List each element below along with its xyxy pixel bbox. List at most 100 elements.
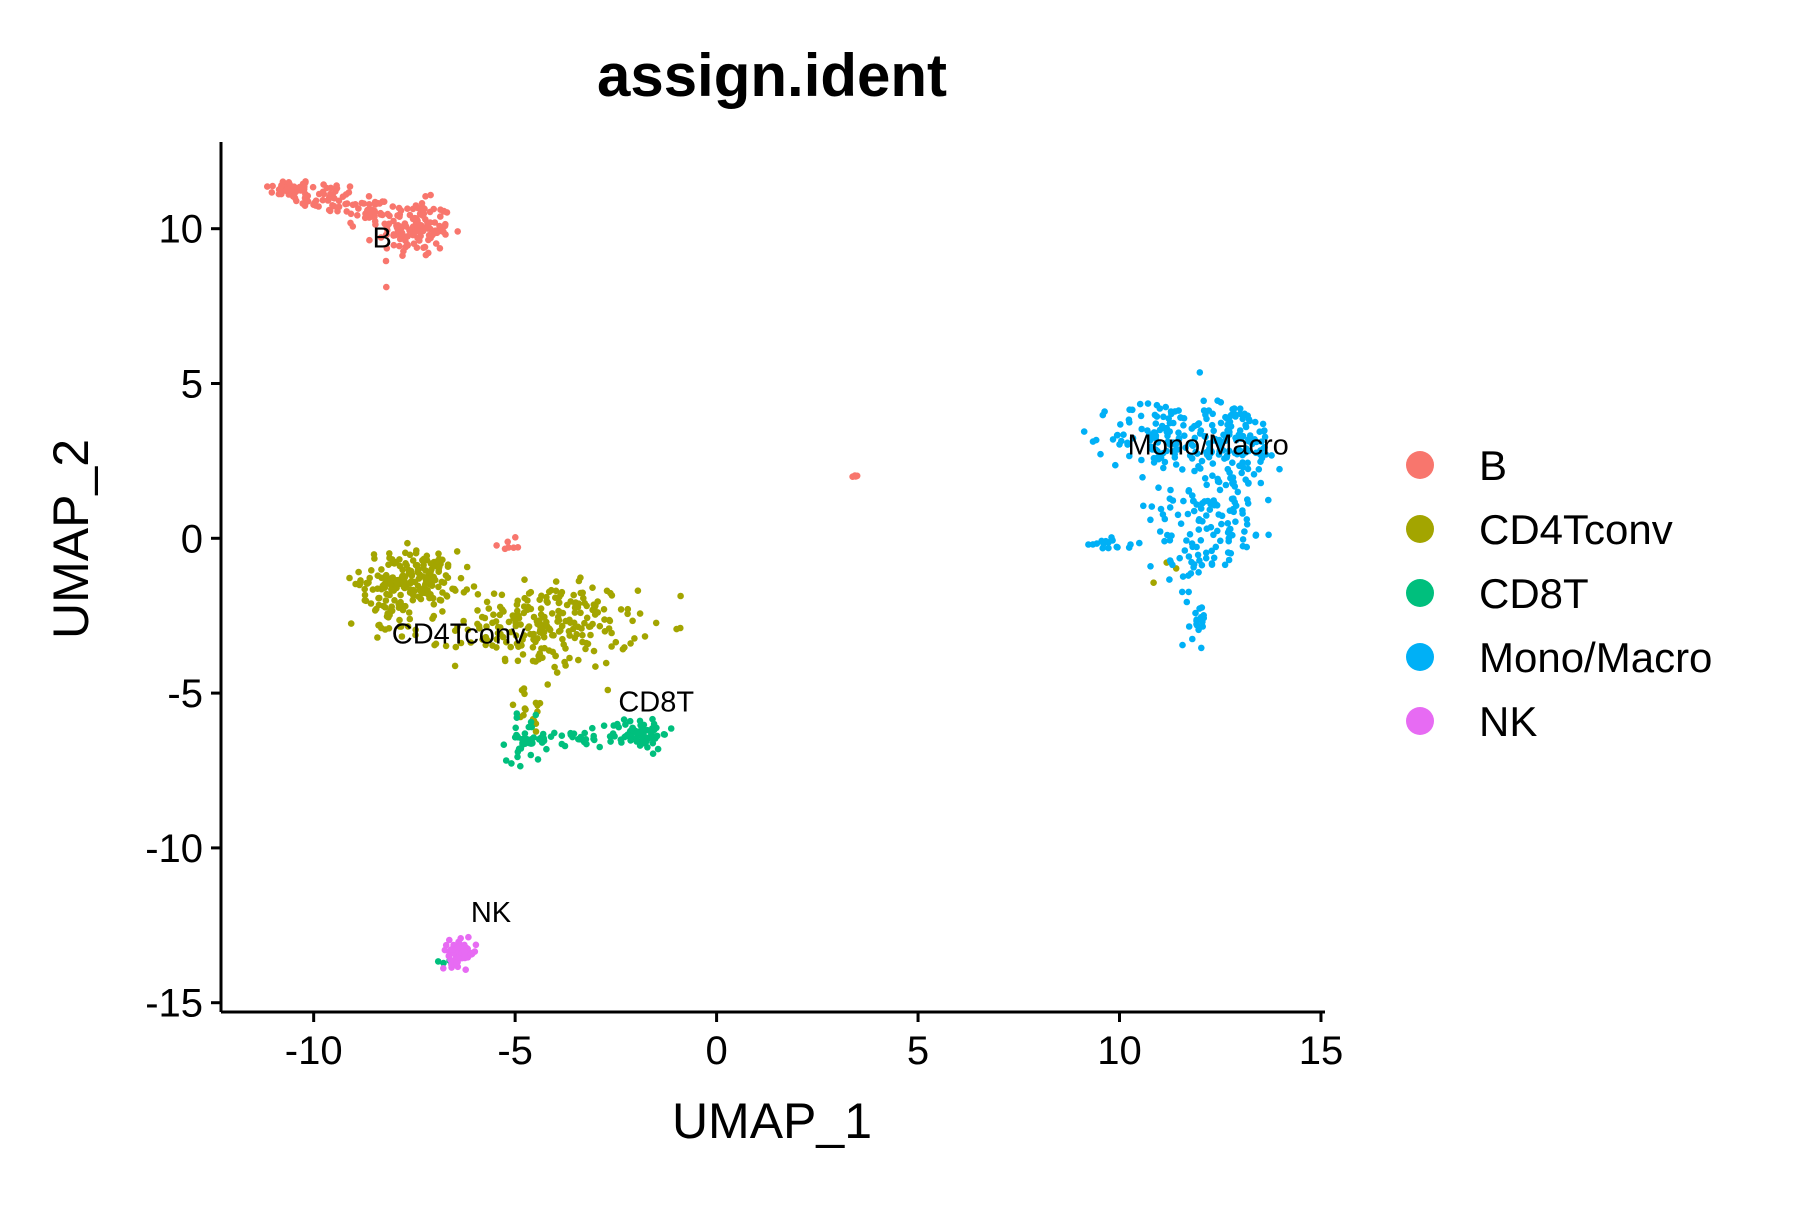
legend-label: B (1479, 442, 1507, 489)
data-point (1258, 454, 1266, 462)
data-point (561, 742, 569, 750)
data-point (548, 610, 556, 617)
data-point (534, 756, 542, 763)
data-point (551, 663, 558, 671)
data-point (1129, 434, 1137, 442)
data-point (1150, 579, 1157, 586)
data-point (1215, 478, 1223, 486)
data-point (285, 179, 293, 186)
data-point (1203, 481, 1210, 489)
data-point (432, 640, 440, 648)
data-point (408, 577, 415, 585)
data-point (1105, 544, 1112, 552)
data-point (496, 611, 504, 619)
data-point (402, 560, 409, 567)
data-point (1137, 412, 1145, 420)
data-point (572, 601, 579, 608)
data-point (1185, 487, 1193, 494)
data-point (624, 605, 632, 613)
data-point (395, 604, 403, 611)
data-point (1245, 416, 1253, 423)
data-point (1230, 505, 1237, 513)
data-point (412, 626, 420, 634)
data-point (433, 558, 441, 565)
data-point (1226, 428, 1233, 436)
data-point (342, 200, 349, 208)
data-point (383, 245, 391, 252)
data-point (269, 182, 276, 190)
data-point (1198, 457, 1206, 465)
data-point (361, 591, 369, 599)
data-point (418, 200, 426, 207)
x-tick-label: 5 (907, 1029, 929, 1073)
data-point (382, 597, 390, 604)
data-point (425, 231, 433, 239)
legend-label: CD8T (1479, 570, 1589, 617)
data-point (1171, 454, 1179, 461)
data-point (387, 576, 394, 584)
data-point (1152, 420, 1160, 427)
data-point (346, 183, 354, 190)
data-point (1212, 543, 1220, 551)
data-point (293, 197, 300, 205)
data-point (552, 578, 560, 585)
data-point (1242, 423, 1250, 431)
data-point (1183, 537, 1190, 544)
data-point (1233, 447, 1241, 454)
data-point (1228, 495, 1236, 503)
data-point (457, 639, 465, 647)
data-point (582, 645, 589, 653)
data-point (419, 573, 426, 580)
data-point (310, 201, 317, 208)
data-point (432, 227, 439, 234)
data-point (1152, 434, 1159, 442)
data-point (652, 619, 660, 627)
data-point (1227, 423, 1235, 430)
data-point (602, 659, 610, 667)
data-point (1161, 458, 1169, 466)
data-point (460, 589, 468, 596)
data-point (319, 196, 327, 204)
data-point (532, 711, 540, 719)
data-point (1114, 544, 1121, 551)
data-point (532, 728, 540, 735)
data-point (527, 751, 535, 759)
data-point (512, 632, 520, 639)
y-tick-label: -15 (145, 982, 203, 1026)
data-point (1185, 623, 1193, 630)
data-point (1226, 469, 1233, 476)
data-point (1200, 612, 1207, 619)
data-point (376, 621, 383, 629)
data-point (1167, 558, 1174, 566)
data-point (419, 212, 426, 219)
data-point (1217, 419, 1225, 427)
data-point (601, 616, 608, 623)
data-point (596, 743, 603, 751)
data-point (439, 589, 446, 596)
data-point (580, 594, 587, 602)
data-point (561, 658, 568, 666)
data-point (608, 643, 615, 650)
data-point (622, 721, 629, 728)
data-point (439, 608, 446, 615)
data-point (457, 935, 465, 942)
data-point (511, 734, 519, 741)
data-point (1116, 441, 1123, 448)
data-point (544, 681, 551, 688)
data-point (1276, 465, 1283, 473)
data-point (1265, 496, 1272, 504)
data-point (474, 591, 482, 598)
data-point (514, 657, 522, 665)
data-point (422, 251, 430, 259)
data-point (346, 574, 353, 582)
data-point (1197, 537, 1205, 544)
cluster-label: CD4Tconv (392, 619, 526, 651)
data-point (540, 628, 548, 636)
data-point (634, 587, 642, 594)
data-point (383, 231, 390, 239)
data-point (1188, 540, 1196, 547)
data-point (1174, 511, 1182, 519)
data-point (1169, 497, 1177, 504)
data-point (512, 534, 519, 541)
data-point (1209, 460, 1217, 467)
